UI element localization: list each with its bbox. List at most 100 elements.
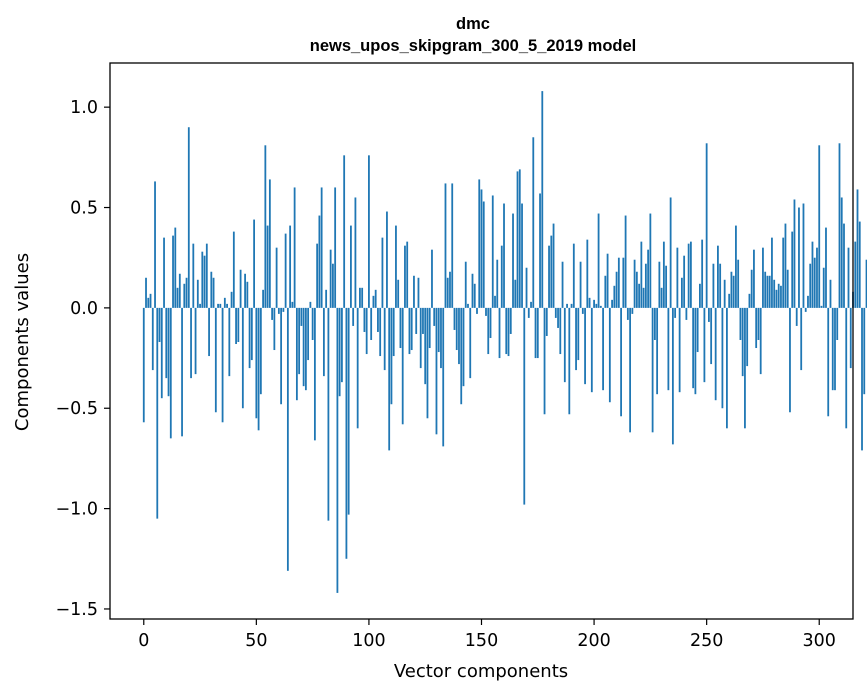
bar-component-74	[309, 301, 312, 308]
bar-component-192	[575, 307, 577, 371]
bar-component-119	[410, 307, 413, 351]
bar-component-55	[266, 225, 269, 308]
bar-component-284	[782, 237, 785, 308]
bar-component-88	[341, 307, 343, 383]
bar-component-317	[856, 189, 859, 308]
bar-component-264	[737, 259, 740, 308]
bar-component-316	[854, 241, 857, 308]
bar-component-60	[277, 307, 280, 314]
bar-component-292	[800, 307, 803, 371]
bar-component-25	[199, 303, 201, 308]
x-tick-label: 200	[577, 631, 610, 651]
bar-component-73	[307, 307, 310, 361]
bar-component-137	[451, 183, 454, 308]
bar-component-248	[701, 239, 704, 308]
bar-component-171	[527, 307, 530, 318]
bar-component-205	[604, 275, 607, 308]
bar-component-37	[226, 303, 228, 308]
bar-component-44	[241, 307, 244, 409]
bar-component-56	[268, 179, 271, 308]
bar-component-302	[822, 267, 825, 308]
bar-component-215	[626, 307, 629, 320]
bar-component-127	[428, 307, 431, 349]
x-axis-label: Vector components	[394, 661, 568, 682]
bar-component-253	[712, 263, 715, 308]
bar-component-261	[730, 271, 733, 308]
bar-component-90	[345, 307, 348, 559]
bar-component-69	[298, 307, 301, 375]
bar-component-275	[762, 247, 764, 308]
bar-component-209	[613, 285, 616, 308]
bar-component-38	[228, 307, 231, 377]
bar-component-213	[622, 257, 625, 308]
bar-component-24	[196, 279, 199, 308]
bar-component-0	[142, 307, 145, 423]
x-tick-label: 300	[803, 631, 836, 651]
bar-component-4	[151, 307, 154, 371]
y-tick-label: 0.0	[70, 299, 98, 319]
bar-component-286	[786, 269, 789, 308]
plot-area-frame	[109, 62, 854, 620]
bar-component-30	[210, 271, 213, 308]
bar-component-27	[203, 255, 206, 308]
bar-component-234	[669, 197, 672, 308]
bar-component-50	[255, 307, 258, 419]
bar-component-191	[572, 243, 575, 308]
bar-component-148	[476, 307, 478, 314]
bar-component-181	[550, 235, 553, 308]
bar-component-107	[383, 307, 386, 371]
bar-component-161	[505, 307, 508, 355]
bar-component-289	[793, 199, 796, 308]
bar-component-200	[593, 299, 595, 308]
bar-component-47	[248, 307, 251, 369]
x-axis-ticks: 0 50 100 150 200 250 300	[138, 619, 836, 651]
bar-component-61	[280, 307, 283, 405]
x-tick-label: 100	[352, 631, 385, 651]
bar-component-280	[773, 279, 776, 308]
bar-component-136	[449, 271, 451, 308]
bar-component-51	[257, 307, 260, 431]
bar-component-142	[462, 307, 465, 387]
bar-component-115	[401, 307, 404, 425]
bar-component-321	[865, 259, 867, 308]
bar-component-175	[536, 307, 539, 359]
bar-component-308	[836, 307, 839, 340]
bar-component-230	[660, 287, 663, 308]
bar-component-62	[282, 307, 285, 312]
bar-component-178	[543, 307, 546, 415]
y-tick-label: −1.0	[56, 500, 99, 520]
bar-component-232	[665, 265, 668, 308]
bar-component-218	[633, 259, 636, 308]
bar-component-196	[584, 307, 586, 385]
bar-component-301	[820, 305, 823, 308]
bar-component-206	[606, 253, 609, 308]
bar-component-282	[777, 283, 780, 308]
bar-component-53	[262, 289, 264, 308]
bar-component-189	[568, 307, 571, 415]
bar-series	[142, 91, 867, 593]
bar-component-58	[273, 307, 276, 351]
bar-component-134	[444, 183, 447, 308]
bar-component-54	[264, 145, 267, 308]
bar-component-241	[685, 307, 688, 320]
bar-component-223	[644, 263, 647, 308]
bar-component-279	[771, 237, 773, 308]
bar-component-163	[509, 307, 512, 334]
bar-component-35	[221, 307, 224, 423]
chart-title-line-1: dmc	[456, 15, 490, 33]
bar-component-240	[683, 255, 686, 308]
bar-component-256	[719, 263, 722, 308]
bar-component-143	[464, 261, 467, 308]
bar-component-303	[825, 227, 827, 308]
bar-component-120	[413, 275, 415, 308]
bar-component-111	[392, 307, 395, 357]
bar-component-207	[608, 307, 611, 403]
bar-component-245	[694, 307, 697, 395]
bar-component-167	[518, 169, 521, 308]
bar-component-170	[525, 267, 528, 308]
bar-component-283	[780, 285, 782, 308]
bar-component-123	[419, 307, 422, 369]
bar-component-277	[766, 275, 769, 308]
bar-component-162	[507, 307, 510, 357]
bar-component-32	[214, 307, 217, 413]
